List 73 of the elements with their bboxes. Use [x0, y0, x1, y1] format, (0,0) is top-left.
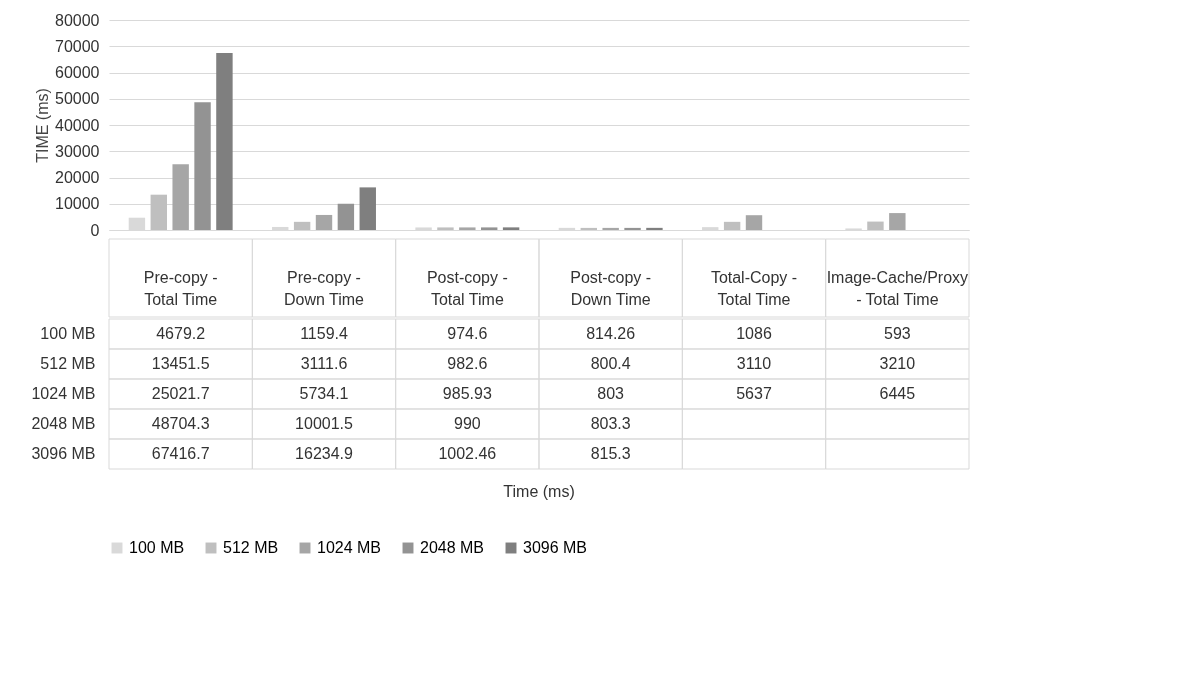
data-label: 800.4	[590, 355, 631, 372]
x-tick-label: Post-copy - Total Time	[426, 269, 508, 308]
y-tick-label: 50000	[55, 90, 100, 108]
y-axis-title: TIME (ms)	[34, 88, 52, 163]
data-label: 25021.7	[151, 385, 210, 402]
y-tick-label: 40000	[55, 116, 100, 134]
text: 1024 MB	[31, 385, 96, 402]
text: 512 MB	[40, 355, 96, 372]
data-label: 67416.7	[151, 445, 210, 462]
data-label: 985.93	[442, 385, 492, 402]
x-tick-label: Pre-copy - Total Time	[143, 269, 218, 308]
bar	[194, 102, 211, 230]
legend-label: 2048 MB	[420, 539, 485, 556]
y-tick-label: 30000	[55, 142, 100, 160]
text: 2048 MB	[31, 415, 96, 432]
bar	[315, 214, 333, 230]
y-tick-label: 0	[90, 221, 100, 239]
y-tick-label: 20000	[55, 169, 100, 186]
data-label: 1159.4	[300, 325, 348, 342]
data-label: 593	[883, 325, 911, 342]
bar	[481, 227, 498, 230]
bar	[293, 221, 311, 230]
bar	[216, 53, 233, 230]
data-label: 814.26	[586, 325, 636, 342]
data-label: 815.3	[590, 445, 631, 462]
data-label: 990	[453, 415, 481, 432]
bar	[889, 213, 906, 230]
data-label: 10001.5	[295, 415, 354, 432]
bar	[867, 221, 884, 230]
data-label: 13451.5	[151, 355, 210, 372]
bar	[723, 221, 741, 230]
x-tick-label: Image-Cache/Proxy - Total Time	[826, 269, 969, 308]
legend-label: 1024 MB	[317, 539, 382, 556]
bar	[502, 227, 520, 230]
legend-label: 512 MB	[223, 539, 279, 556]
data-label: 5637	[736, 385, 772, 402]
data-label: 803.3	[590, 415, 631, 432]
bar	[359, 187, 376, 230]
bar	[602, 227, 619, 230]
bar	[150, 194, 167, 230]
legend-label: 100 MB	[129, 539, 185, 556]
text: 3096 MB	[31, 445, 96, 462]
bar	[337, 203, 355, 230]
data-label: 48704.3	[151, 415, 210, 432]
text: 100 MB	[40, 325, 96, 342]
data-label: 982.6	[447, 355, 488, 372]
bar	[437, 227, 454, 230]
bar	[459, 227, 476, 230]
bar	[580, 227, 597, 230]
x-tick-label: Post-copy - Down Time	[570, 269, 652, 308]
bar	[624, 227, 641, 230]
data-label: 974.6	[447, 325, 488, 342]
data-label: 5734.1	[299, 385, 349, 402]
data-label: 1002.46	[438, 445, 497, 462]
data-label: 3111.6	[300, 355, 348, 372]
data-label: 4679.2	[156, 325, 206, 342]
data-label: 3110	[736, 355, 772, 372]
y-tick-label: 10000	[55, 195, 100, 213]
x-tick-label: Total-Copy - Total Time	[710, 269, 798, 308]
bar	[172, 164, 189, 230]
text: Time (ms)	[503, 482, 575, 500]
data-label: 1086	[736, 325, 772, 342]
bar	[745, 215, 763, 230]
x-tick-label: Pre-copy - Down Time	[283, 269, 365, 308]
bar	[646, 227, 663, 230]
y-tick-label: 60000	[55, 64, 100, 81]
legend-label: 3096 MB	[523, 539, 588, 556]
data-label: 803	[597, 385, 625, 402]
y-tick-label: 80000	[55, 11, 100, 29]
data-label: 16234.9	[295, 445, 354, 462]
y-tick-label: 70000	[55, 37, 100, 55]
data-label: 3210	[879, 355, 916, 372]
data-label: 6445	[879, 385, 916, 402]
